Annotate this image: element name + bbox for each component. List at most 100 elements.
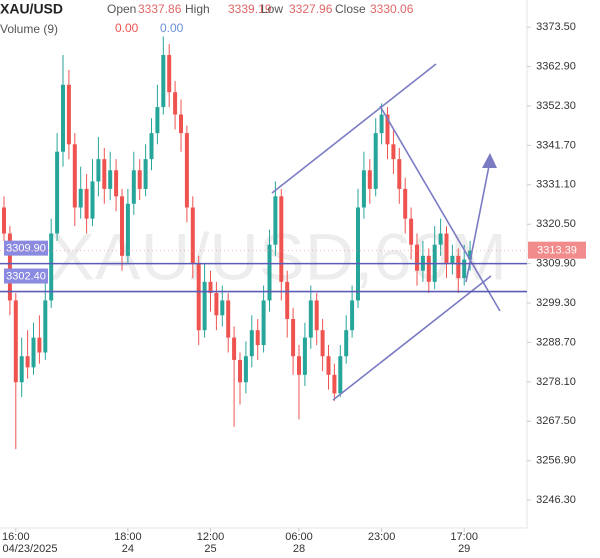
ohlc-label: High [185, 2, 210, 16]
arrow-shaft [465, 165, 490, 283]
candle-body [61, 84, 65, 152]
candle-body [208, 281, 213, 294]
candle-body [379, 114, 384, 134]
candle-body [184, 133, 189, 208]
y-tick-label: 3278.10 [536, 376, 576, 388]
candle-body [344, 330, 349, 357]
y-tick-label: 3320.50 [536, 218, 576, 230]
volume-value: 0.00 [115, 21, 139, 35]
x-date-label: 25 [204, 543, 216, 555]
candle-body [72, 144, 77, 208]
candle-body [31, 337, 36, 368]
candle-body [462, 259, 467, 279]
candle-body [137, 170, 142, 189]
drawings [271, 63, 501, 401]
x-tick-label: 12:00 [197, 531, 225, 543]
candle-body [214, 293, 219, 316]
candle-body [450, 255, 455, 264]
y-tick-label: 3246.30 [536, 494, 576, 506]
last-price-tag [528, 241, 586, 259]
candle-body [102, 159, 107, 189]
candle-body [273, 196, 278, 245]
volume-value: 0.00 [160, 21, 184, 35]
candle-body [7, 233, 12, 301]
symbol: XAU/USD [0, 1, 63, 17]
candle-body [468, 250, 473, 260]
candle-body [326, 356, 331, 375]
candle-body [373, 133, 378, 189]
candle-body [403, 188, 408, 219]
x-date-label: 24 [122, 543, 134, 555]
candle-body [350, 300, 355, 331]
trend-line [332, 275, 492, 401]
candle-body [37, 337, 42, 353]
watermark: XAU/USD,60M [49, 219, 507, 293]
candle-body [66, 84, 71, 145]
candle-body [314, 300, 319, 331]
candle-body [415, 244, 419, 271]
y-tick-label: 3299.30 [536, 297, 576, 309]
y-tick-label: 3362.90 [536, 60, 576, 72]
y-tick-label: 3352.30 [536, 100, 576, 112]
candle-body [120, 196, 124, 256]
candle-body [49, 233, 54, 301]
candle-body [196, 263, 201, 331]
candle-body [367, 170, 372, 189]
x-tick-label: 18:00 [114, 531, 142, 543]
candle-body [332, 374, 337, 394]
candle-body [55, 151, 60, 234]
ohlc-value: 3330.06 [370, 2, 414, 16]
candle-body [308, 300, 313, 338]
candle-body [291, 319, 296, 357]
candle-body [438, 233, 443, 245]
candle-body [391, 144, 396, 160]
candle-body [96, 159, 101, 182]
y-tick-label: 3341.70 [536, 139, 576, 151]
candle-body [409, 218, 414, 245]
x-tick-label: 16:00 [2, 531, 30, 543]
candle-body [155, 107, 160, 134]
candle-body [114, 170, 119, 197]
x-date-label: 28 [293, 543, 305, 555]
candle-body [320, 330, 325, 357]
candle-body [361, 170, 366, 208]
trend-line [271, 63, 437, 194]
y-tick-label: 3309.90 [536, 258, 576, 270]
candle-body [220, 300, 225, 316]
candle-body [243, 356, 248, 383]
candle-body [19, 356, 24, 383]
candle-body [255, 330, 260, 346]
candle-body [261, 300, 266, 346]
arrow-head [482, 153, 497, 168]
y-tick-label: 3288.70 [536, 336, 576, 348]
x-date-label: 29 [458, 543, 470, 555]
level-tag [4, 268, 48, 284]
candle-body [202, 281, 207, 331]
candle-body [238, 359, 242, 383]
x-tick-label: 06:00 [285, 531, 313, 543]
ohlc-value: 3327.96 [289, 2, 333, 16]
candle-body [90, 181, 95, 219]
ohlc-value: 3337.86 [138, 2, 182, 16]
ohlc-value: 3339.19 [228, 2, 272, 16]
candle-body [190, 207, 195, 264]
candle-body [232, 337, 237, 360]
candle-body [249, 330, 254, 357]
ohlc-label: Low [261, 2, 283, 16]
candle-body [426, 255, 431, 282]
candle-body [285, 281, 290, 320]
candle-body [267, 244, 272, 301]
y-tick-label: 3267.50 [536, 415, 576, 427]
y-tick-label: 3256.90 [536, 455, 576, 467]
candle-body [167, 55, 172, 93]
candle-body [2, 207, 6, 234]
x-tick-label: 17:00 [450, 531, 478, 543]
candle-body [456, 255, 461, 279]
candle-body [179, 114, 183, 134]
y-tick-label: 3331.10 [536, 179, 576, 191]
candle-body [43, 300, 48, 353]
ohlc-label: Open [107, 2, 136, 16]
candle-body [13, 300, 18, 383]
